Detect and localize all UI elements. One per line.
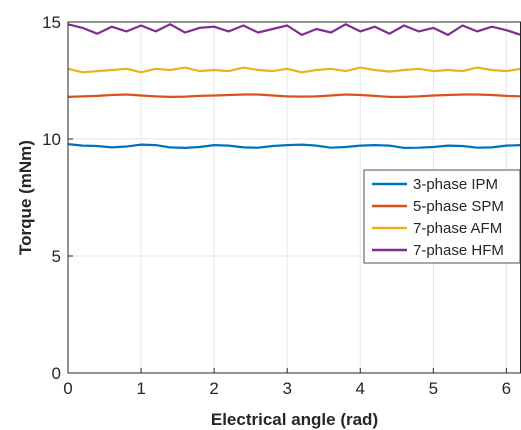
y-tick-label: 0	[52, 364, 61, 383]
x-tick-label: 6	[502, 379, 511, 398]
x-axis-title: Electrical angle (rad)	[211, 410, 378, 429]
legend-label: 3-phase IPM	[413, 176, 498, 193]
legend-label: 7-phase HFM	[413, 242, 504, 259]
legend-label: 5-phase SPM	[413, 198, 504, 215]
y-tick-label: 5	[52, 247, 61, 266]
y-axis-title: Torque (mNm)	[16, 140, 35, 255]
x-tick-label: 2	[209, 379, 218, 398]
series-line-7-phase-afm	[67, 66, 521, 74]
axis-tick-labels: 0 1 2 3 4 5 6 0 5 10 15	[42, 13, 511, 398]
x-tick-label: 5	[429, 379, 438, 398]
series-line-5-phase-spm	[67, 93, 521, 99]
axis-ticks	[67, 21, 507, 374]
x-tick-label: 4	[356, 379, 365, 398]
y-tick-label: 10	[42, 130, 61, 149]
x-tick-label: 3	[282, 379, 291, 398]
legend-box	[363, 169, 521, 264]
legend: 3-phase IPM 5-phase SPM 7-phase AFM 7-phase…	[363, 169, 521, 264]
series-line-3-phase-ipm	[67, 143, 521, 149]
y-tick-label: 15	[42, 13, 61, 32]
x-tick-label: 0	[63, 379, 72, 398]
x-tick-label: 1	[136, 379, 145, 398]
series-layer	[67, 23, 521, 149]
legend-label: 7-phase AFM	[413, 220, 502, 237]
series-line-7-phase-hfm	[67, 23, 521, 37]
